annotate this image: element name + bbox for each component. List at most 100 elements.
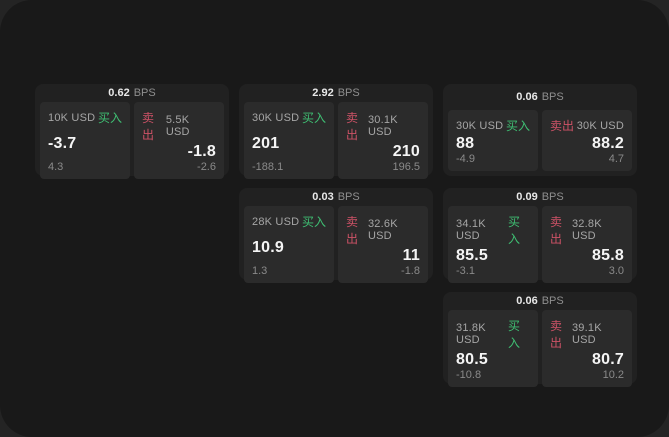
- sell-delta: 4.7: [608, 153, 624, 165]
- bps-header: 0.06 BPS: [443, 292, 637, 307]
- sell-delta: 196.5: [392, 161, 420, 173]
- buy-side-label: 买入: [508, 319, 521, 350]
- bps-unit-label: BPS: [337, 191, 360, 203]
- sell-panel[interactable]: 卖出 30K USD 88.2 4.7: [542, 110, 632, 171]
- sell-price: 85.8: [592, 247, 624, 264]
- buy-amount-label: 10K USD: [48, 111, 96, 124]
- quote-card: 0.06 BPS 30K USD 买入 88 -4.9 卖出 30K USD 8…: [443, 84, 637, 176]
- sell-side-label: 卖出: [346, 111, 359, 142]
- bps-header: 0.62 BPS: [35, 84, 229, 99]
- bps-value: 0.62: [108, 87, 130, 99]
- sell-panel-top: 卖出 32.8K USD: [550, 213, 624, 247]
- buy-panel[interactable]: 30K USD 买入 88 -4.9: [448, 110, 538, 171]
- sell-delta: -1.8: [401, 265, 420, 277]
- quote-card: 0.62 BPS 10K USD 买入 -3.7 4.3 卖出 5.5K USD…: [35, 84, 229, 179]
- buy-delta: 1.3: [252, 265, 268, 277]
- quote-panels: 30K USD 买入 88 -4.9 卖出 30K USD 88.2 4.7: [443, 107, 637, 176]
- bps-value: 0.03: [312, 191, 334, 203]
- sell-price: 11: [402, 247, 420, 264]
- quote-panels: 28K USD 买入 10.9 1.3 卖出 32.6K USD 11 -1.8: [239, 203, 433, 288]
- bps-unit-label: BPS: [337, 87, 360, 99]
- bps-unit-label: BPS: [541, 91, 564, 103]
- quote-card: 0.09 BPS 34.1K USD 买入 85.5 -3.1 卖出 32.8K…: [443, 188, 637, 283]
- sell-panel-top: 卖出 30.1K USD: [346, 109, 420, 143]
- buy-delta: -188.1: [252, 161, 284, 173]
- buy-price: -3.7: [48, 134, 77, 152]
- sell-price: -1.8: [187, 143, 216, 160]
- buy-panel-top: 34.1K USD 买入: [456, 213, 530, 247]
- buy-price: 201: [252, 134, 280, 152]
- bps-header: 0.03 BPS: [239, 188, 433, 203]
- sell-delta: 3.0: [608, 265, 624, 277]
- sell-price: 88.2: [592, 134, 624, 152]
- buy-price: 88: [456, 134, 475, 152]
- buy-side-label: 买入: [301, 215, 326, 229]
- sell-panel[interactable]: 卖出 5.5K USD -1.8 -2.6: [134, 102, 224, 179]
- sell-amount-label: 39.1K USD: [571, 322, 602, 346]
- buy-panel-top: 31.8K USD 买入: [456, 317, 530, 351]
- buy-panel[interactable]: 31.8K USD 买入 80.5 -10.8: [448, 310, 538, 387]
- buy-delta: -10.8: [456, 369, 482, 381]
- buy-price: 85.5: [456, 247, 488, 264]
- buy-side-label: 买入: [97, 111, 122, 125]
- sell-amount-label: 32.8K USD: [571, 218, 602, 242]
- sell-amount-label: 5.5K USD: [165, 114, 190, 138]
- quote-panels: 30K USD 买入 201 -188.1 卖出 30.1K USD 210 1…: [239, 99, 433, 184]
- buy-price: 80.5: [456, 351, 488, 368]
- sell-panel-top: 卖出 39.1K USD: [550, 317, 624, 351]
- buy-panel[interactable]: 30K USD 买入 201 -188.1: [244, 102, 334, 179]
- buy-panel-top: 28K USD 买入: [252, 213, 326, 230]
- quote-panels: 10K USD 买入 -3.7 4.3 卖出 5.5K USD -1.8 -2.…: [35, 99, 229, 184]
- bps-value: 0.06: [516, 295, 538, 307]
- buy-amount-label: 31.8K USD: [456, 322, 486, 346]
- quote-card: 0.03 BPS 28K USD 买入 10.9 1.3 卖出 32.6K US…: [239, 188, 433, 283]
- buy-panel-top: 10K USD 买入: [48, 109, 122, 126]
- sell-side-label: 卖出: [550, 119, 575, 133]
- buy-side-label: 买入: [508, 215, 521, 246]
- bps-value: 0.09: [516, 191, 538, 203]
- buy-panel[interactable]: 10K USD 买入 -3.7 4.3: [40, 102, 130, 179]
- bps-unit-label: BPS: [541, 295, 564, 307]
- bps-unit-label: BPS: [133, 87, 156, 99]
- sell-panel[interactable]: 卖出 39.1K USD 80.7 10.2: [542, 310, 632, 387]
- sell-panel-top: 卖出 30K USD: [550, 117, 624, 134]
- quote-panels: 31.8K USD 买入 80.5 -10.8 卖出 39.1K USD 80.…: [443, 307, 637, 392]
- sell-panel[interactable]: 卖出 32.8K USD 85.8 3.0: [542, 206, 632, 283]
- buy-delta: -4.9: [456, 153, 475, 165]
- buy-delta: -3.1: [456, 265, 475, 277]
- sell-side-label: 卖出: [550, 215, 563, 246]
- quote-card: 2.92 BPS 30K USD 买入 201 -188.1 卖出 30.1K …: [239, 84, 433, 179]
- sell-panel-top: 卖出 32.6K USD: [346, 213, 420, 247]
- quote-grid: 0.62 BPS 10K USD 买入 -3.7 4.3 卖出 5.5K USD…: [35, 84, 637, 387]
- buy-side-label: 买入: [505, 119, 530, 133]
- sell-price: 80.7: [592, 351, 624, 368]
- buy-panel-top: 30K USD 买入: [252, 109, 326, 126]
- quote-panels: 34.1K USD 买入 85.5 -3.1 卖出 32.8K USD 85.8…: [443, 203, 637, 288]
- bps-value: 0.06: [516, 91, 538, 103]
- sell-panel[interactable]: 卖出 32.6K USD 11 -1.8: [338, 206, 428, 283]
- buy-amount-label: 30K USD: [252, 111, 300, 124]
- sell-amount-label: 32.6K USD: [367, 218, 398, 242]
- quote-card: 0.06 BPS 31.8K USD 买入 80.5 -10.8 卖出 39.1…: [443, 292, 637, 387]
- buy-panel[interactable]: 28K USD 买入 10.9 1.3: [244, 206, 334, 283]
- sell-amount-label: 30.1K USD: [367, 114, 398, 138]
- buy-side-label: 买入: [301, 111, 326, 125]
- sell-delta: -2.6: [197, 161, 216, 173]
- bps-header: 0.06 BPS: [443, 84, 637, 107]
- sell-side-label: 卖出: [142, 111, 155, 142]
- sell-amount-label: 30K USD: [576, 119, 624, 132]
- sell-side-label: 卖出: [346, 215, 359, 246]
- sell-panel[interactable]: 卖出 30.1K USD 210 196.5: [338, 102, 428, 179]
- buy-amount-label: 28K USD: [252, 215, 300, 228]
- buy-amount-label: 30K USD: [456, 119, 504, 132]
- bps-value: 2.92: [312, 87, 334, 99]
- bps-unit-label: BPS: [541, 191, 564, 203]
- buy-panel-top: 30K USD 买入: [456, 117, 530, 134]
- buy-price: 10.9: [252, 238, 284, 256]
- sell-side-label: 卖出: [550, 319, 563, 350]
- bps-header: 2.92 BPS: [239, 84, 433, 99]
- bps-header: 0.09 BPS: [443, 188, 637, 203]
- buy-panel[interactable]: 34.1K USD 买入 85.5 -3.1: [448, 206, 538, 283]
- buy-amount-label: 34.1K USD: [456, 218, 486, 242]
- sell-delta: 10.2: [602, 369, 624, 381]
